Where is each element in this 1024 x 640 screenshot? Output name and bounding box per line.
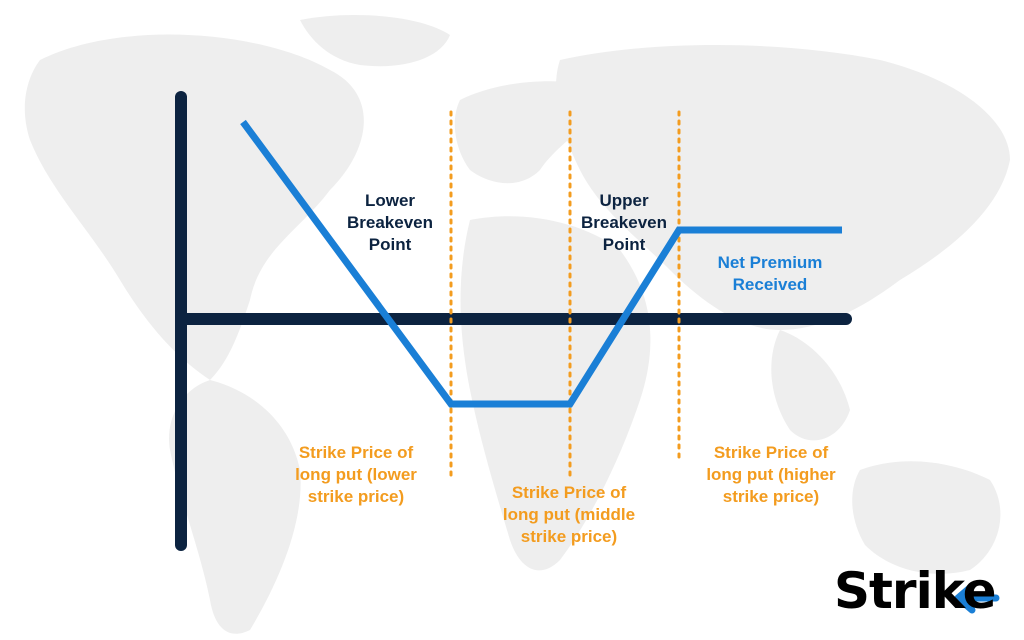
net-premium-label: Net Premium Received [717,253,823,294]
strike-higher-label: Strike Price of long put (higher strike … [706,443,836,506]
payoff-line [240,119,842,408]
strike-lower-label: Strike Price of long put (lower strike p… [295,443,417,506]
strike-middle-label: Strike Price of long put (middle strike … [502,483,636,546]
world-map-background [24,15,1010,634]
strike-logo: Strike [834,562,997,620]
left-arrow-icon [954,582,1000,614]
upper-breakeven-label: Upper Breakeven Point [580,191,667,254]
lower-breakeven-label: Lower Breakeven Point [346,191,433,254]
